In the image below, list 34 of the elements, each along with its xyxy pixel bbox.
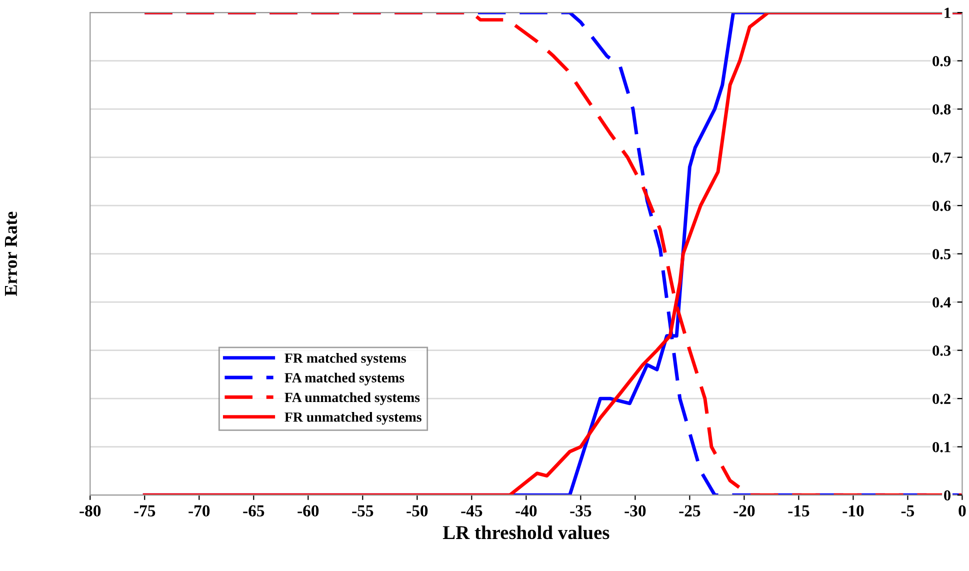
x-tick-label: 0 xyxy=(958,505,966,517)
x-tick-label: -20 xyxy=(734,505,755,517)
x-tick-label: -25 xyxy=(679,505,700,517)
x-tick-label: -75 xyxy=(134,505,156,517)
x-tick-label: -50 xyxy=(406,505,428,517)
legend-label: FA unmatched systems xyxy=(284,392,420,405)
x-axis-title: LR threshold values xyxy=(442,525,610,540)
x-tick-label: -60 xyxy=(298,505,319,517)
x-tick-label: -55 xyxy=(352,505,374,517)
x-tick-label: -40 xyxy=(516,505,537,517)
y-axis-title: Error Rate xyxy=(5,212,18,296)
x-tick-label: -5 xyxy=(901,505,914,517)
y-tick-label: 0.9 xyxy=(932,56,951,66)
y-tick-label: 0.1 xyxy=(932,442,950,452)
legend-label: FR matched systems xyxy=(284,353,406,366)
x-tick-label: -10 xyxy=(842,505,864,517)
x-tick-label: -70 xyxy=(188,505,210,517)
legend-label: FR unmatched systems xyxy=(284,412,422,425)
x-tick-label: -35 xyxy=(570,505,592,517)
x-tick-label: -80 xyxy=(80,505,101,517)
x-tick-label: -65 xyxy=(243,505,264,517)
y-tick-label: 0.8 xyxy=(932,104,951,115)
y-tick-label: 0.7 xyxy=(932,152,951,163)
y-tick-label: 1 xyxy=(944,8,950,18)
y-tick-label: 0.6 xyxy=(932,200,951,212)
y-tick-label: 0.4 xyxy=(932,297,951,308)
y-tick-label: 0 xyxy=(944,490,951,501)
x-tick-label: -45 xyxy=(461,505,482,517)
x-tick-label: -30 xyxy=(624,505,646,517)
x-tick-label: -15 xyxy=(788,505,810,517)
y-tick-label: 0.3 xyxy=(932,345,951,356)
y-tick-label: 0.2 xyxy=(932,394,950,404)
y-tick-label: 0.5 xyxy=(932,248,951,260)
legend-label: FA matched systems xyxy=(284,372,404,386)
